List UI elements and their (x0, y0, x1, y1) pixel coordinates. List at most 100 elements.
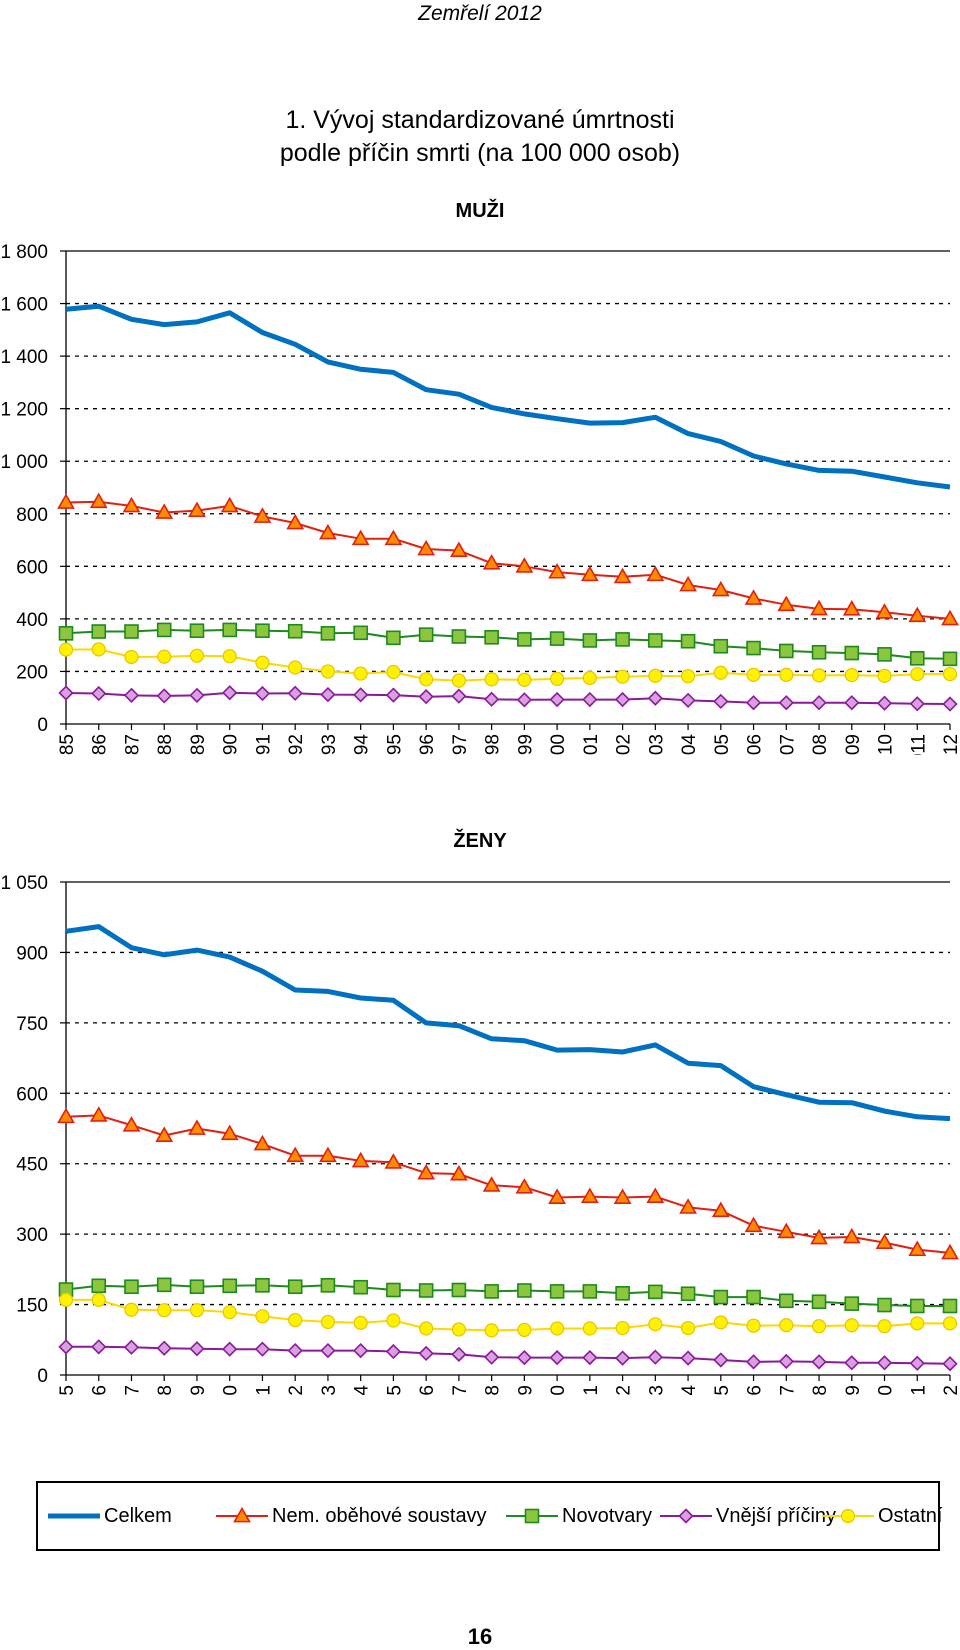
data-point-obehove (613, 567, 632, 584)
data-point-vnejsi (516, 692, 533, 708)
data-point-vnejsi (516, 1349, 533, 1366)
data-point-obehove (613, 1188, 632, 1204)
data-point-vnejsi (91, 1339, 107, 1355)
data-point-novotvary (255, 1278, 270, 1293)
data-point-vnejsi (647, 1349, 663, 1365)
data-point-ostatni (942, 1316, 958, 1331)
data-point-novotvary (942, 1298, 958, 1314)
x-tick-label: 2002 (614, 734, 635, 755)
series-line-celkem (65, 303, 951, 490)
data-point-obehove (155, 1126, 174, 1142)
data-point-novotvary (909, 1298, 925, 1314)
x-tick-label: 1987 (122, 1385, 143, 1395)
data-point-obehove (384, 529, 403, 546)
data-point-novotvary (811, 644, 827, 660)
data-point-ostatni (680, 1320, 696, 1336)
x-tick-label: 1998 (483, 734, 504, 755)
legend-swatch-celkem (48, 1513, 100, 1519)
data-point-novotvary (582, 633, 598, 648)
legend-item-obehove: Nem. oběhové soustavy (214, 1483, 487, 1549)
data-point-ostatni (320, 1314, 336, 1330)
series-obehove (57, 492, 959, 626)
data-point-novotvary (386, 630, 401, 646)
x-tick-label: 2010 (876, 734, 897, 755)
x-tick-label: 1993 (319, 1385, 340, 1395)
data-point-obehove (450, 541, 468, 557)
data-point-ostatni (582, 1321, 597, 1336)
data-point-novotvary (451, 1282, 467, 1298)
data-point-ostatni (157, 1303, 172, 1318)
data-point-obehove (744, 589, 763, 605)
data-point-ostatni (517, 672, 532, 687)
data-point-obehove (253, 1134, 272, 1151)
data-point-ostatni (58, 642, 74, 657)
x-tick-label: 2009 (843, 1385, 864, 1395)
data-point-vnejsi (189, 687, 205, 703)
data-point-ostatni (288, 1312, 303, 1328)
running-header: Zemřelí 2012 (418, 2, 542, 25)
data-point-obehove (89, 1106, 108, 1122)
data-point-ostatni (746, 1318, 761, 1333)
x-tick-label: 1992 (286, 734, 307, 755)
data-point-novotvary (189, 623, 205, 639)
legend-marker-vnejsi (678, 1508, 694, 1524)
series-vnejsi (58, 685, 958, 712)
legend-item-celkem: Celkem (46, 1483, 172, 1549)
data-point-ostatni (942, 666, 958, 682)
data-point-vnejsi (909, 1355, 925, 1371)
data-point-obehove (89, 492, 108, 509)
data-point-vnejsi (418, 1345, 434, 1362)
data-point-obehove (875, 603, 894, 619)
data-point-ostatni (58, 1292, 74, 1307)
data-point-novotvary (517, 632, 532, 647)
y-tick-label: 800 (16, 505, 48, 526)
data-point-vnejsi (353, 687, 369, 703)
y-tick-label: 0 (37, 1366, 48, 1387)
series-line-vnejsi (65, 691, 951, 705)
data-point-ostatni (157, 649, 172, 664)
data-point-ostatni (419, 672, 434, 687)
series-ostatni (58, 1292, 958, 1338)
data-point-novotvary (517, 1283, 532, 1298)
data-point-obehove (482, 554, 501, 570)
x-tick-label: 1995 (384, 1385, 405, 1395)
data-point-novotvary (91, 1278, 107, 1294)
y-tick-label: 600 (16, 557, 48, 578)
data-point-ostatni (386, 664, 401, 680)
series-celkem (65, 924, 951, 1122)
x-tick-label: 2012 (941, 734, 960, 755)
chart-legend: Celkem Nem. oběhové soustavy Novotvary V… (36, 1481, 942, 1551)
data-point-vnejsi (549, 1349, 565, 1366)
data-point-ostatni (353, 1315, 368, 1330)
data-point-obehove (122, 1116, 141, 1132)
data-point-vnejsi (942, 1356, 958, 1372)
data-point-vnejsi (189, 1341, 205, 1357)
data-point-vnejsi (254, 685, 271, 702)
data-point-ostatni (320, 664, 336, 679)
y-tick-label: 600 (16, 1084, 48, 1105)
data-point-novotvary (255, 623, 270, 639)
data-point-vnejsi (58, 685, 74, 701)
data-point-obehove (155, 503, 174, 519)
legend-item-vnejsi: Vnější příčiny (658, 1483, 836, 1549)
data-point-ostatni (255, 655, 270, 670)
x-tick-label: 1996 (417, 734, 438, 755)
x-tick-label: 2005 (712, 1385, 733, 1395)
x-tick-label: 1995 (384, 734, 405, 755)
data-point-vnejsi (844, 695, 860, 711)
data-point-vnejsi (614, 1350, 631, 1366)
data-point-vnejsi (287, 685, 303, 701)
y-tick-label: 400 (16, 610, 48, 631)
main-title-line-1: 1. Vývoj standardizované úmrtnosti (285, 106, 675, 134)
data-point-vnejsi (123, 687, 140, 703)
legend-label-celkem: Celkem (104, 1504, 172, 1527)
data-point-obehove (580, 1187, 599, 1204)
data-point-ostatni (615, 1320, 630, 1336)
data-point-novotvary (549, 1284, 565, 1299)
data-point-ostatni (779, 667, 794, 682)
data-point-novotvary (615, 1286, 630, 1301)
x-tick-label: 1996 (417, 1385, 438, 1395)
data-point-ostatni (615, 669, 630, 684)
data-point-vnejsi (745, 695, 762, 711)
